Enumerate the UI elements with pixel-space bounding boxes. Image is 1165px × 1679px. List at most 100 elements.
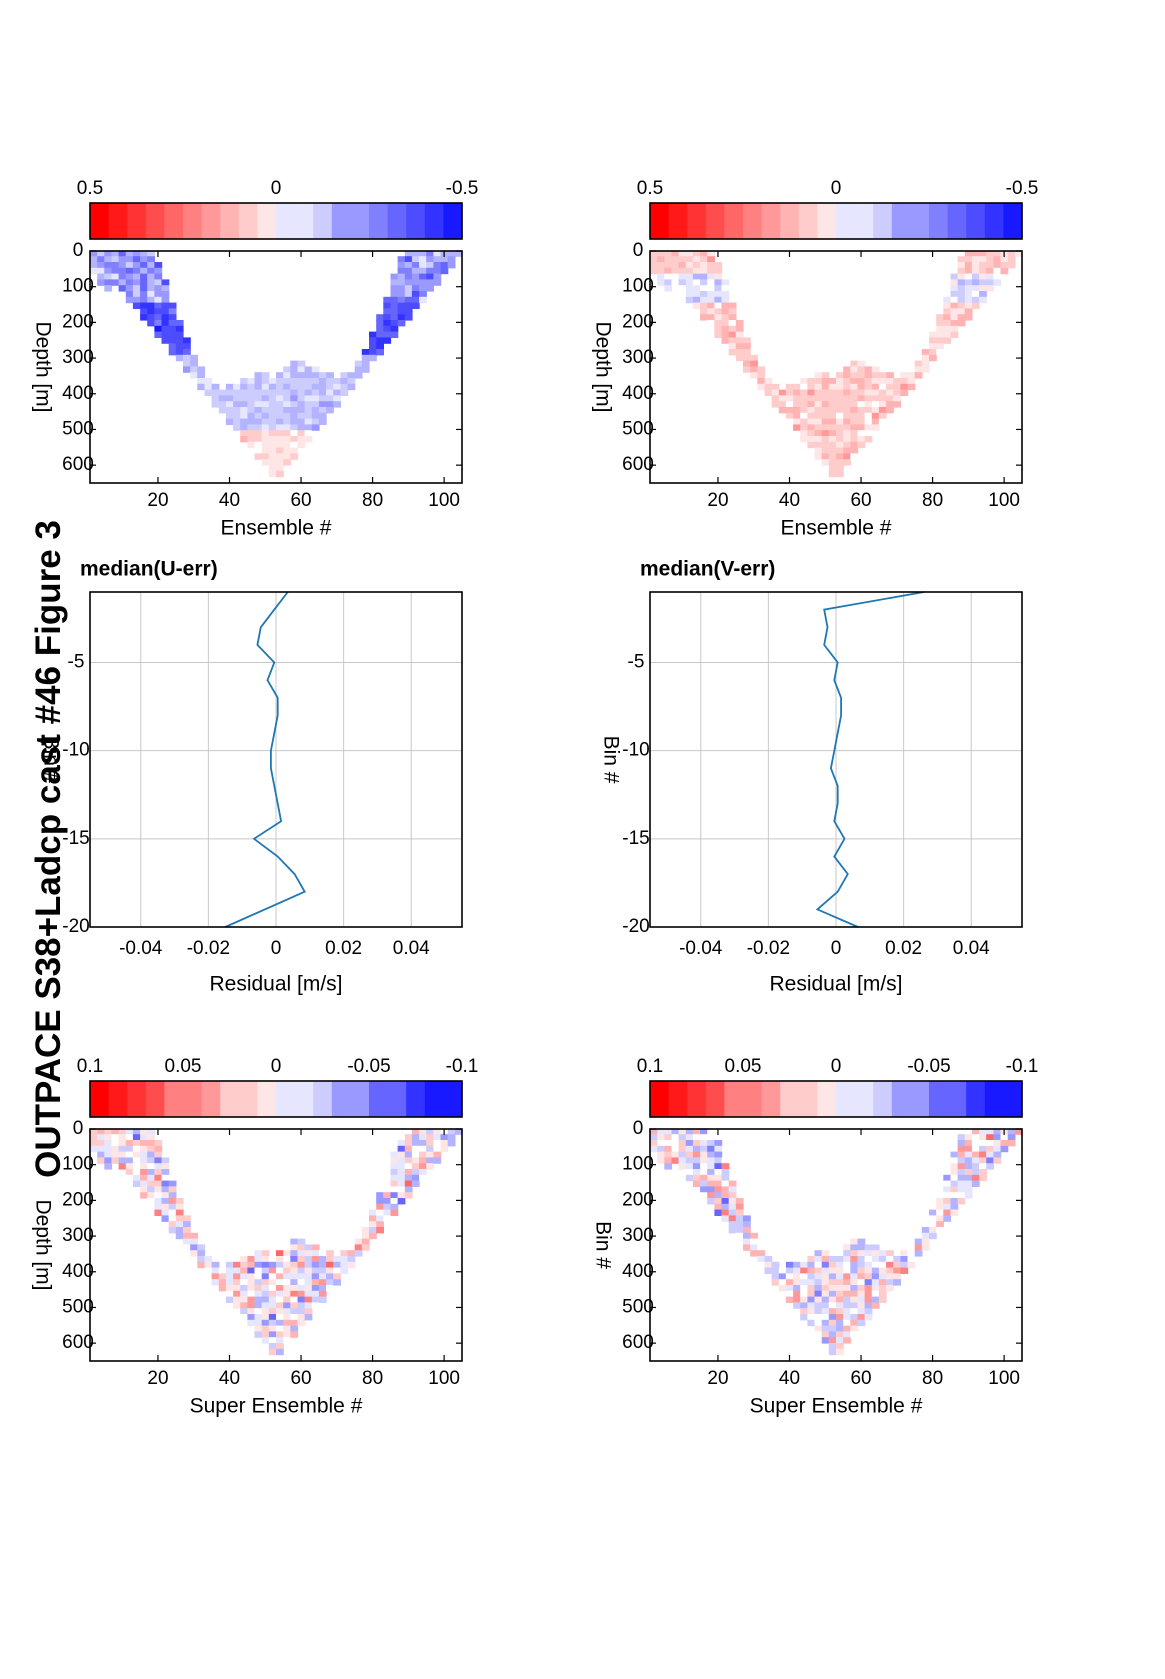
heatmap-cell [793,1267,801,1274]
heatmap-cell [261,412,270,420]
heatmap-cell [268,1290,277,1298]
heatmap-cell [871,378,880,385]
heatmap-cell [850,383,859,391]
heatmap-cell [714,314,723,321]
heatmap-cell [283,378,292,385]
heatmap-cell [678,250,687,257]
heatmap-cell [836,453,844,460]
heatmap-cell [886,1261,894,1269]
heatmap-cell [154,331,163,338]
heatmap-cell [440,1140,449,1147]
heatmap-cell [211,389,220,396]
heatmap-cell [957,1180,966,1187]
heatmap-cell [383,1174,392,1182]
heatmap-cell [864,1308,873,1315]
heatmap-cell [986,285,995,292]
heatmap-cell [828,1279,837,1286]
heatmap-cell [836,395,844,402]
heatmap-cell [140,1168,148,1176]
heatmap-cell [836,459,844,466]
heatmap-cell [728,1215,737,1222]
heatmap-cell [175,1197,184,1205]
heatmap-cell [376,337,385,344]
heatmap-cell [376,314,385,321]
colorbar-tick-label: 0.05 [165,1056,202,1077]
heatmap-cell [97,1140,105,1147]
heatmap-cell [893,1267,902,1274]
heatmap-cell [397,291,406,298]
heatmap-cell [411,1128,420,1135]
heatmap-cell [404,256,413,263]
heatmap-cell [197,1255,206,1263]
heatmap-cell [318,1255,327,1263]
heatmap-cell [304,401,313,408]
heatmap-cell [168,1221,177,1228]
heatmap-cell [757,1255,766,1263]
heatmap-cell [290,372,299,379]
heatmap-cell [290,436,299,443]
heatmap-cell [821,412,830,420]
heatmap-cell [276,389,284,396]
heatmap-cell [161,1157,170,1164]
heatmap-cell [707,291,716,298]
heatmap-cell [311,1273,320,1280]
heatmap-cell [843,441,852,449]
heatmap-cell [700,279,708,286]
heatmap-cell [390,1186,399,1193]
heatmap-cell [304,389,313,396]
heatmap-cell [233,418,241,425]
heatmap-cell [943,1215,952,1222]
heatmap-cell [247,1308,256,1315]
heatmap-cell [650,262,658,269]
heatmap-cell [190,354,198,362]
heatmap-cell [233,1296,241,1303]
heatmap-cell [814,378,823,385]
heatmap-cell [283,1250,292,1257]
heatmap-cell [254,1319,263,1327]
heatmap-cell [692,1163,701,1170]
colorbar-tick-label: -0.5 [446,178,479,199]
heatmap-cell [247,1296,256,1303]
y-tick-label: 500 [62,418,94,439]
y-tick-label: 200 [622,311,654,332]
heatmap-cell [404,1186,413,1193]
heatmap-cell [986,256,995,263]
heatmap-cell [800,401,809,408]
heatmap-cell [836,1302,844,1309]
heatmap-cell [828,395,837,402]
heatmap-cell [161,1186,170,1193]
heatmap-cell [147,285,155,292]
heatmap-cell [850,1284,859,1292]
heatmap-cell [326,1255,334,1263]
heatmap-cell [233,1267,241,1274]
heatmap-cell [411,256,420,263]
heatmap-cell [190,1232,198,1240]
heatmap-cell [433,1134,442,1141]
heatmap-cell [957,1192,966,1199]
heatmap-cell [964,273,973,280]
heatmap-cell [964,314,973,321]
heatmap-cell [735,1226,744,1234]
heatmap-cell [283,453,292,460]
heatmap-cell [411,1151,420,1158]
heatmap-cell [971,1157,980,1164]
heatmap-cell [125,296,134,304]
heatmap-cell [154,1209,163,1216]
colorbar-segment [836,1081,856,1117]
heatmap-cell [118,267,127,275]
heatmap-cell [721,1168,730,1176]
heatmap-cell [183,1226,191,1234]
heatmap-cell [254,424,263,431]
heatmap-cell [1007,262,1016,269]
heatmap-cell [118,1151,127,1158]
heatmap-cell [268,383,277,391]
heatmap-cell [800,389,809,396]
y-tick-label: 200 [62,311,94,332]
heatmap-cell [828,1337,837,1344]
heatmap-cell [118,285,127,292]
heatmap-cell [993,1140,1002,1147]
heatmap-cell [447,262,456,269]
heatmap-cell [721,1157,730,1164]
heatmap-cell [850,1319,859,1327]
